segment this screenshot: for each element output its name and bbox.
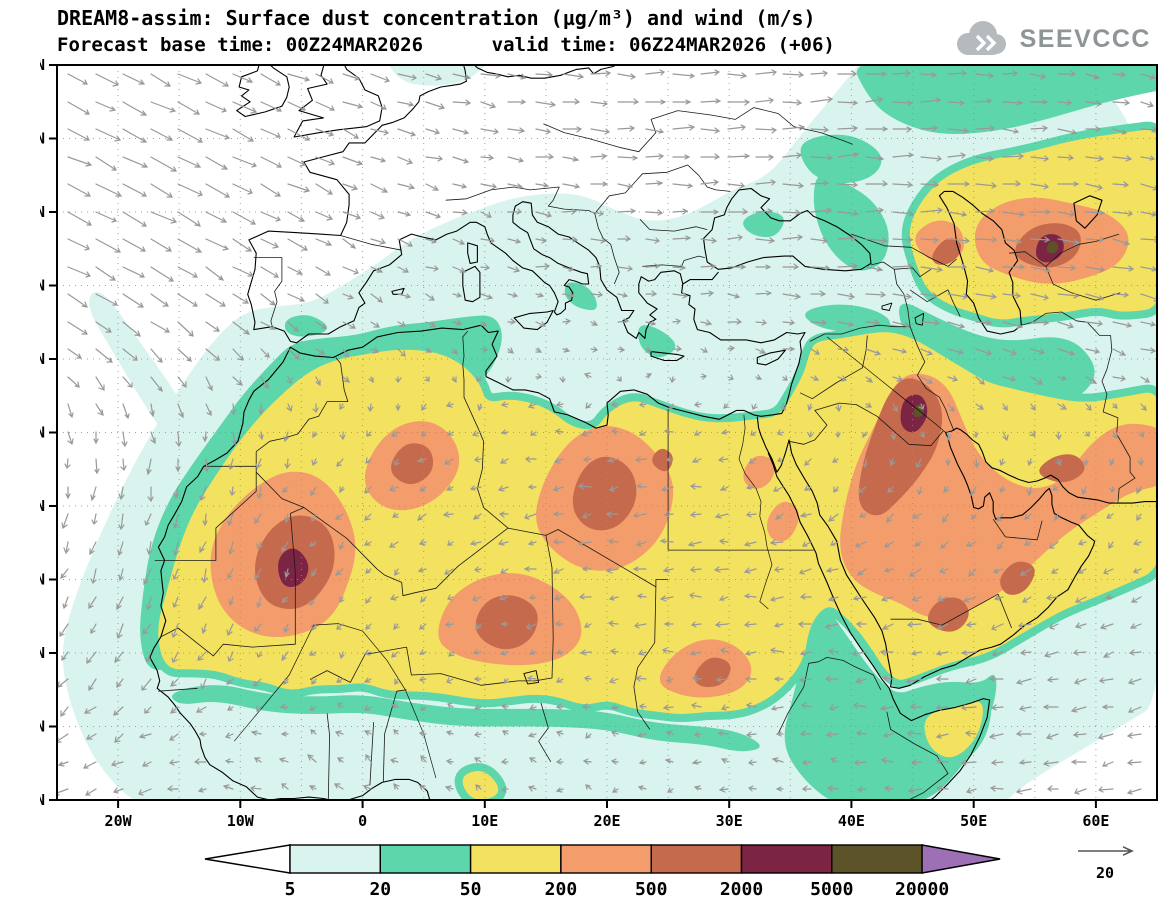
logo-text: SEEVCCC [1019,24,1151,53]
cloud-icon [956,21,1006,55]
colorbar-tick-label: 5000 [810,879,853,900]
chevron-right-icon [975,34,987,52]
colorbar-tick-label: 200 [545,879,578,900]
lat-tick-label: 40N [40,277,45,295]
graticule-dotted-grid [57,65,1157,800]
colorbar-segment [560,844,652,874]
lat-tick-label: 30N [40,424,45,442]
colorbar-tick-label: 50 [460,879,482,900]
wind-reference-arrow-icon [1078,846,1134,856]
wind-arrows [57,69,1157,796]
chart-title: DREAM8-assim: Surface dust concentration… [57,6,816,30]
colorbar-segment [289,844,382,874]
lon-tick-label: 20E [593,812,620,830]
colorbar-tick-label: 20000 [895,879,949,900]
lat-tick-label: 5N [40,791,45,809]
colorbar-below-min-arrow [204,844,291,874]
lat-tick-label: 35N [40,350,45,368]
wind-reference: 20 [1078,846,1134,882]
lon-tick-label: 50E [960,812,987,830]
lat-tick-label: 50N [40,130,45,148]
lat-tick-label: 45N [40,203,45,221]
title-block: DREAM8-assim: Surface dust concentration… [57,5,835,58]
colorbar-legend: 5 20 50 200 500 2000 5000 20000 20 [0,838,1165,906]
lat-tick-label: 25N [40,497,45,515]
colorbar-segment [469,844,562,874]
lat-tick-label: 20N [40,571,45,589]
lon-tick-label: 10W [227,812,255,830]
colorbar-segment [831,844,923,874]
wind-reference-value: 20 [1096,864,1114,882]
lon-tick-label: 30E [716,812,743,830]
axis-ticks [49,64,1097,808]
lon-tick-label: 20W [105,812,133,830]
map-canvas: 55N 50N 45N 40N 35N 30N 25N 20N 15N 10N 5N 20W 10W 0 1… [18,55,1165,833]
forecast-map: 55N 50N 45N 40N 35N 30N 25N 20N 15N 10N 5N 20W 10W 0 1… [18,56,1158,830]
lon-tick-label: 40E [838,812,865,830]
colorbar-segment [740,844,833,874]
chevron-right-icon [985,34,997,52]
colorbar-segment [379,844,472,874]
lon-tick-label: 60E [1082,812,1109,830]
colorbar-segment [650,844,743,874]
colorbar-tick-label: 500 [635,879,668,900]
colorbar-tick-label: 5 [285,879,296,900]
lon-tick-label: 10E [471,812,498,830]
chart-subtitle: Forecast base time: 00Z24MAR2026 valid t… [57,34,835,56]
lat-tick-label: 55N [40,56,45,74]
colorbar-tick-label: 2000 [720,879,763,900]
colorbar-above-max-arrow [921,844,1001,874]
rivers [233,336,946,779]
colorbar-svg: 5 20 50 200 500 2000 5000 20000 20 [204,844,1134,900]
colorbar-tick-label: 20 [369,879,391,900]
seevccc-logo: SEEVCCC [951,18,1151,60]
lat-tick-label: 15N [40,644,45,662]
lat-tick-label: 10N [40,718,45,736]
lon-tick-label: 0 [358,812,367,830]
country-borders [154,107,1136,800]
